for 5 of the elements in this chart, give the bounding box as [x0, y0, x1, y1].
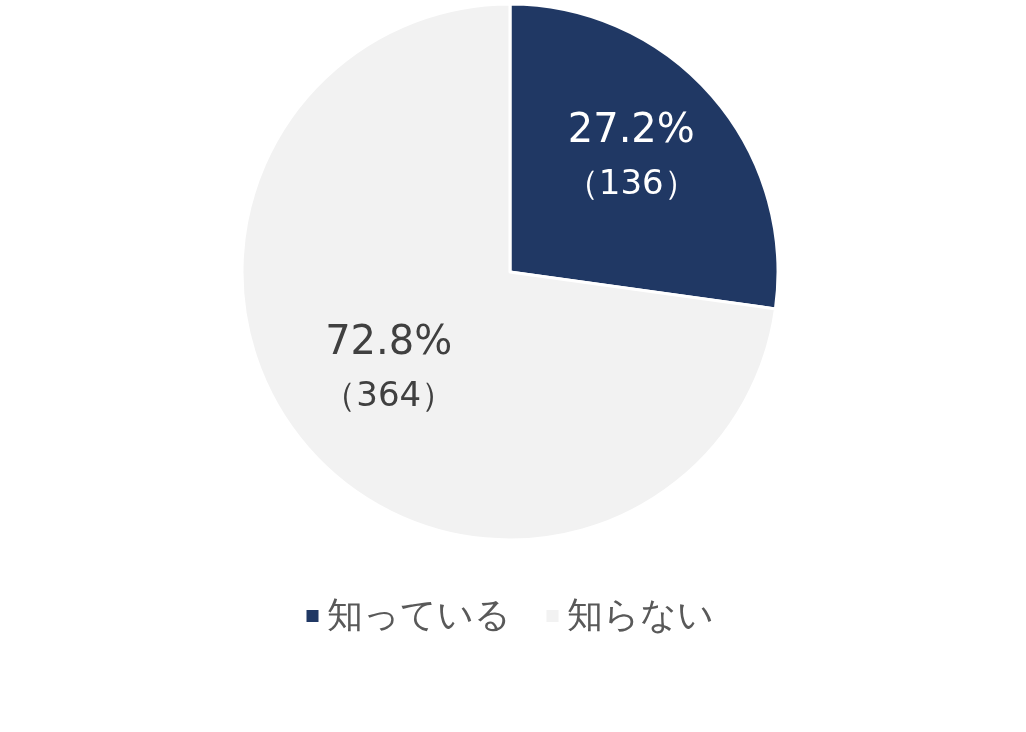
pie-slice: [240, 2, 777, 542]
legend-label: 知らない: [566, 594, 714, 635]
data-label: 27.2% （136）: [564, 105, 698, 203]
legend-label: 知っている: [326, 594, 511, 635]
data-label: 72.8% （364）: [322, 316, 456, 414]
